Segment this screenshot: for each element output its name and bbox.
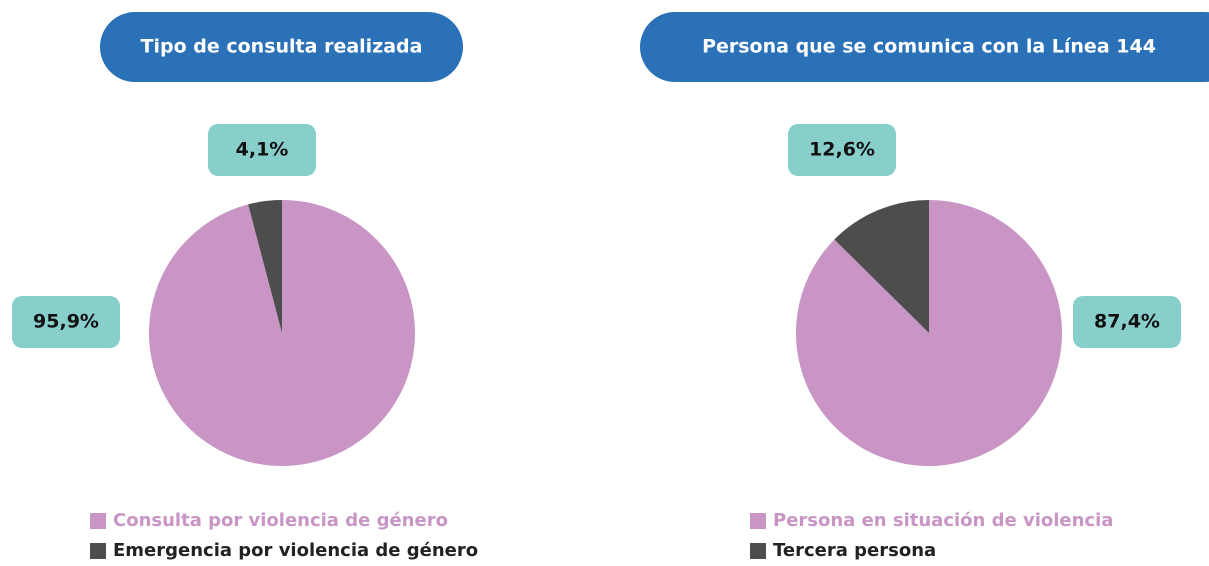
legend-swatch	[90, 543, 106, 559]
value-label-box	[12, 296, 120, 348]
value-label: 4,1%	[236, 139, 289, 161]
value-label: 87,4%	[1094, 311, 1160, 333]
pie-slice	[834, 200, 929, 333]
title-pill	[640, 12, 1209, 82]
value-label-box	[1073, 296, 1181, 348]
chart-title: Tipo de consulta realizada	[141, 36, 423, 58]
pie-slice	[796, 200, 1062, 466]
legend-label: Consulta por violencia de género	[113, 510, 448, 531]
pie-slice	[248, 200, 282, 333]
value-label: 12,6%	[809, 139, 875, 161]
legend-label: Persona en situación de violencia	[773, 510, 1113, 531]
pie-slice	[149, 200, 416, 466]
legend-swatch	[90, 513, 106, 529]
legend-label: Emergencia por violencia de género	[113, 540, 478, 561]
legend-swatch	[750, 513, 766, 529]
value-label-box	[208, 124, 316, 176]
legend-label: Tercera persona	[773, 540, 936, 561]
title-pill	[100, 12, 463, 82]
legend-swatch	[750, 543, 766, 559]
chart-title: Persona que se comunica con la Línea 144	[702, 36, 1156, 58]
value-label-box	[788, 124, 896, 176]
value-label: 95,9%	[33, 311, 99, 333]
